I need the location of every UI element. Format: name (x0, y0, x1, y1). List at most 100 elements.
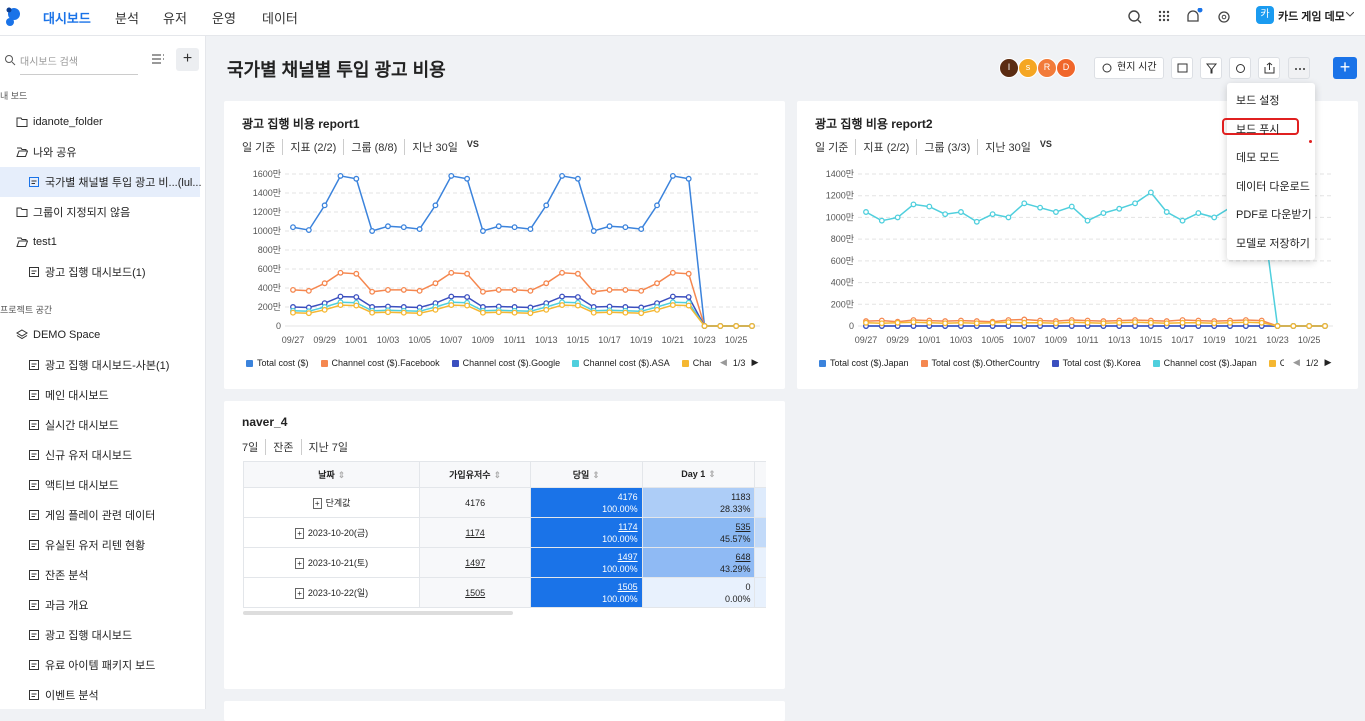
data-point[interactable] (527, 310, 534, 317)
prev-page[interactable]: ◀ (1293, 357, 1300, 367)
data-point[interactable] (989, 211, 996, 218)
data-point[interactable] (1021, 319, 1028, 326)
data-point[interactable] (622, 224, 629, 231)
data-point[interactable] (863, 319, 869, 326)
data-point[interactable] (337, 172, 344, 179)
filter-chip[interactable]: 지표 (2/2) (282, 139, 343, 155)
data-point[interactable] (305, 227, 312, 233)
data-point[interactable] (479, 288, 486, 295)
data-point[interactable] (894, 214, 901, 221)
list-icon[interactable] (152, 53, 164, 65)
data-point[interactable] (733, 323, 740, 329)
legend-item[interactable]: Channel cost ($).Japan (1152, 358, 1257, 372)
data-point[interactable] (590, 288, 597, 295)
data-point[interactable] (385, 309, 391, 316)
nav-tab[interactable]: 유저 (163, 11, 187, 26)
data-point[interactable] (1068, 319, 1075, 326)
retention-count[interactable]: 535 (735, 521, 751, 532)
retention-count[interactable]: 217 (759, 521, 766, 533)
data-point[interactable] (321, 202, 328, 209)
data-point[interactable] (574, 175, 581, 182)
settings-icon[interactable] (1218, 11, 1230, 23)
data-point[interactable] (910, 319, 917, 326)
data-point[interactable] (464, 302, 471, 309)
sidebar-item[interactable]: 유실된 유저 리텐 현황 (0, 530, 200, 560)
data-point[interactable] (910, 201, 917, 208)
share-button[interactable] (1258, 57, 1280, 79)
data-point[interactable] (1116, 205, 1123, 212)
data-point[interactable] (369, 288, 376, 295)
data-point[interactable] (1163, 209, 1170, 215)
data-point[interactable] (511, 309, 518, 316)
data-point[interactable] (1274, 323, 1281, 329)
retention-count[interactable]: 1497 (617, 551, 638, 562)
data-point[interactable] (894, 319, 901, 326)
sidebar-item[interactable]: 신규 유저 대시보드 (0, 440, 200, 470)
data-point[interactable] (1242, 319, 1249, 326)
data-point[interactable] (416, 226, 423, 233)
data-point[interactable] (638, 226, 645, 233)
search-icon[interactable] (1128, 10, 1142, 24)
data-point[interactable] (290, 286, 296, 293)
users-cell[interactable]: 1497 (419, 547, 531, 578)
data-point[interactable] (432, 306, 439, 313)
legend-item[interactable]: Total cost ($) (246, 358, 309, 372)
data-point[interactable] (448, 293, 455, 300)
project-name[interactable]: 카드 게임 데모 (1278, 11, 1345, 23)
data-point[interactable] (669, 172, 676, 179)
data-point[interactable] (1068, 203, 1075, 210)
legend-item[interactable]: Channel cost ($).Google (451, 358, 560, 372)
compare-toggle[interactable]: VS (466, 139, 479, 149)
data-point[interactable] (305, 310, 312, 317)
data-point[interactable] (973, 218, 980, 225)
nav-tab[interactable]: 운영 (212, 11, 236, 26)
data-point[interactable] (1258, 319, 1265, 326)
data-point[interactable] (479, 309, 486, 316)
menu-item[interactable]: 보드 푸시 (1236, 124, 1280, 136)
sidebar-item[interactable]: 나와 공유 (0, 137, 200, 167)
menu-item[interactable]: 보드 설정 (1236, 95, 1280, 107)
data-point[interactable] (559, 269, 566, 276)
data-point[interactable] (574, 302, 581, 309)
sidebar-item[interactable]: 액티브 대시보드 (0, 470, 200, 500)
data-point[interactable] (337, 302, 344, 309)
sidebar-item[interactable]: 광고 집행 대시보드(1) (0, 257, 200, 287)
data-point[interactable] (942, 211, 949, 218)
nav-tab[interactable]: 대시보드 (43, 11, 91, 26)
data-point[interactable] (669, 302, 676, 309)
data-point[interactable] (1037, 204, 1044, 211)
data-point[interactable] (559, 293, 566, 300)
data-point[interactable] (1021, 200, 1028, 207)
filter-chip[interactable]: 잔존 (265, 439, 300, 455)
data-point[interactable] (958, 209, 964, 215)
data-point[interactable] (1084, 319, 1091, 326)
data-point[interactable] (337, 293, 344, 300)
data-point[interactable] (511, 224, 518, 231)
filter-chip[interactable]: 일 기준 (242, 142, 276, 154)
data-point[interactable] (1132, 200, 1139, 207)
data-point[interactable] (638, 287, 645, 294)
data-point[interactable] (1322, 323, 1328, 329)
data-point[interactable] (464, 175, 471, 182)
data-point[interactable] (416, 287, 423, 294)
sidebar-item[interactable]: idanote_folder (0, 107, 200, 137)
data-point[interactable] (685, 270, 692, 277)
nav-tab[interactable]: 분석 (115, 11, 139, 26)
data-point[interactable] (926, 319, 933, 326)
filter-chip[interactable]: 지난 30일 (977, 139, 1038, 155)
column-header[interactable]: Day 1 ⇕ (641, 461, 756, 488)
data-point[interactable] (1005, 214, 1012, 221)
data-point[interactable] (654, 280, 660, 287)
data-point[interactable] (559, 302, 566, 309)
retention-count[interactable]: 1505 (617, 581, 638, 592)
data-point[interactable] (1179, 319, 1186, 326)
expand-icon[interactable]: + (295, 588, 304, 599)
filter-chip[interactable]: 지난 30일 (404, 139, 465, 155)
data-point[interactable] (574, 294, 581, 300)
retention-count[interactable]: 1174 (618, 521, 638, 532)
data-point[interactable] (926, 203, 933, 210)
data-point[interactable] (1147, 189, 1154, 196)
calendar-button[interactable] (1171, 57, 1193, 79)
data-point[interactable] (400, 286, 407, 293)
next-page[interactable]: ▶ (1324, 357, 1332, 367)
